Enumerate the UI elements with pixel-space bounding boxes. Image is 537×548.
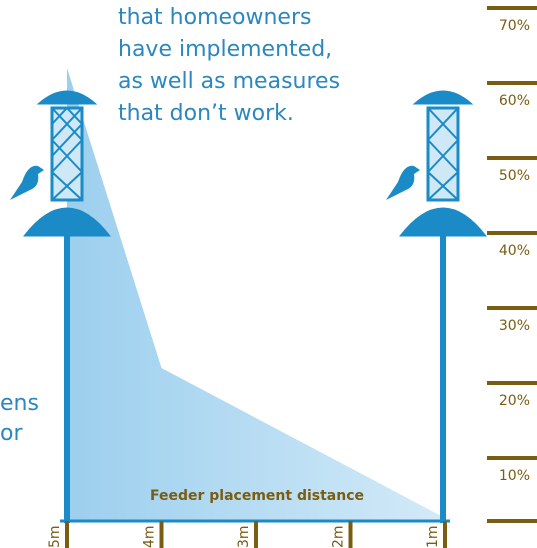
y-tick-label: 50% [499, 168, 530, 184]
x-axis-label: Feeder placement distance [150, 488, 364, 504]
body-text: that homeowners [118, 5, 311, 30]
body-text: that don’t work. [118, 101, 294, 126]
y-tick-label: 30% [499, 318, 530, 334]
y-tick-label: 10% [499, 468, 530, 484]
x-tick-label: 4m [142, 525, 158, 548]
y-tick-label: 60% [499, 93, 530, 109]
side-text: ens [0, 391, 39, 416]
body-text: as well as measures [118, 69, 340, 94]
y-tick-label: 40% [499, 243, 530, 259]
x-tick-label: 2m [331, 525, 347, 548]
x-tick-label: 1m [425, 525, 441, 548]
x-tick-label: 3m [236, 525, 252, 548]
body-text: have implemented, [118, 37, 332, 62]
side-text: or [0, 421, 23, 446]
area [67, 68, 445, 521]
chart: Feeder placement distance that homeowner… [0, 0, 537, 548]
page: Feeder placement distance that homeowner… [0, 0, 537, 548]
y-tick-label: 20% [499, 393, 530, 409]
feeder-right [386, 91, 486, 523]
x-tick-label: 5m [47, 525, 63, 548]
y-tick-label: 70% [499, 18, 530, 34]
